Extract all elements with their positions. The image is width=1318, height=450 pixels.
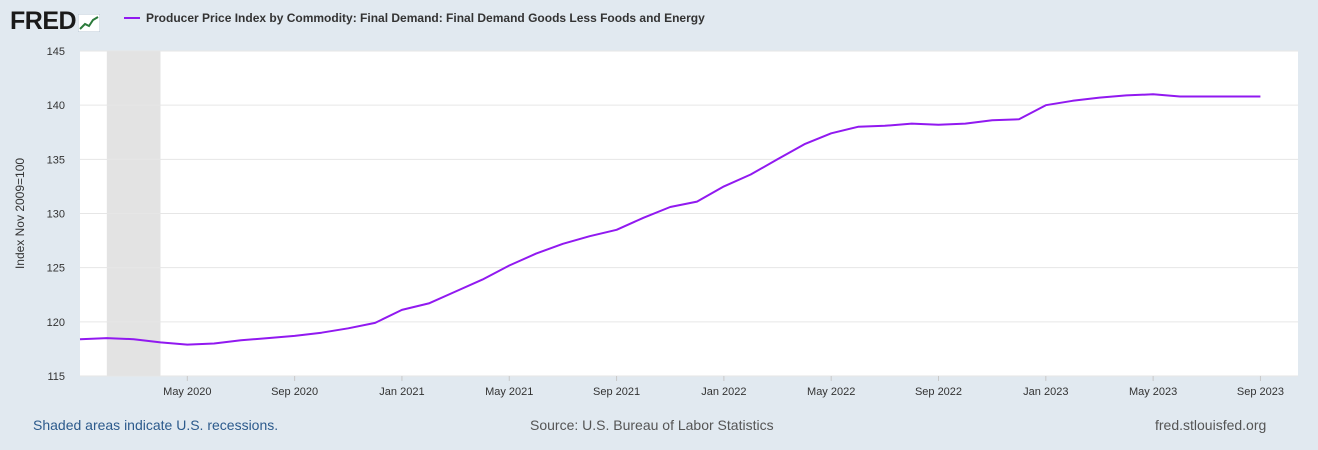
x-tick-label: Sep 2020 bbox=[271, 386, 318, 398]
x-tick-label: Sep 2022 bbox=[915, 386, 962, 398]
y-tick-label: 125 bbox=[47, 263, 65, 275]
series-line bbox=[79, 93, 1261, 346]
y-tick-label: 135 bbox=[47, 154, 65, 166]
site-link[interactable]: fred.stlouisfed.org bbox=[1155, 417, 1267, 433]
x-tick-label: May 2020 bbox=[163, 386, 211, 398]
y-tick-label: 145 bbox=[47, 46, 65, 58]
x-tick-label: Sep 2023 bbox=[1237, 386, 1284, 398]
line-chart: 115 120 125 130 135 140 145 May 2020 Sep 2020 Jan… bbox=[13, 46, 1298, 398]
x-tick-label: May 2021 bbox=[485, 386, 533, 398]
x-tick-label: Jan 2023 bbox=[1023, 386, 1068, 398]
x-tick-label: Jan 2021 bbox=[379, 386, 424, 398]
x-tick-label: Sep 2021 bbox=[593, 386, 640, 398]
y-tick-label: 140 bbox=[47, 100, 65, 112]
fred-chart-icon bbox=[78, 14, 101, 32]
legend: Producer Price Index by Commodity: Final… bbox=[124, 11, 705, 25]
y-tick-label: 115 bbox=[47, 371, 65, 383]
source-note: Source: U.S. Bureau of Labor Statistics bbox=[530, 417, 774, 433]
x-tick-label: Jan 2022 bbox=[701, 386, 746, 398]
fred-logo[interactable]: FRED bbox=[10, 7, 77, 35]
recession-note[interactable]: Shaded areas indicate U.S. recessions. bbox=[33, 417, 279, 433]
y-tick-label: 120 bbox=[47, 317, 65, 329]
header: FRED bbox=[10, 6, 101, 36]
x-tick-label: May 2023 bbox=[1129, 386, 1177, 398]
legend-label: Producer Price Index by Commodity: Final… bbox=[146, 11, 705, 25]
y-tick-label: 130 bbox=[47, 209, 65, 221]
y-axis-label: Index Nov 2009=100 bbox=[13, 158, 27, 269]
legend-swatch bbox=[124, 17, 140, 19]
x-tick-label: May 2022 bbox=[807, 386, 855, 398]
